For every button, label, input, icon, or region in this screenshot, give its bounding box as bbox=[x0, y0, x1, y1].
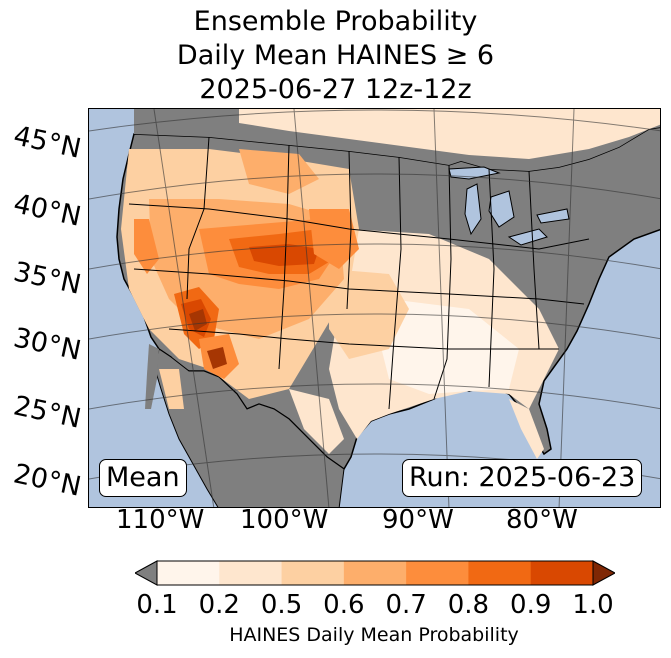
colorbar-cell bbox=[530, 561, 594, 585]
stat-label-box: Mean bbox=[99, 459, 187, 497]
lon-label-80w: 80°W bbox=[506, 505, 578, 535]
mexico-landmass bbox=[154, 348, 345, 507]
colorbar-outline bbox=[156, 560, 594, 586]
lat-label-45: 45°N bbox=[10, 120, 84, 165]
colorbar-tick-label: 0.6 bbox=[323, 590, 365, 620]
colorbar-cell bbox=[281, 561, 345, 585]
colorbar-tick-label: 0.5 bbox=[260, 590, 303, 620]
title-line-3: 2025-06-27 12z-12z bbox=[199, 74, 472, 105]
canada-probability-patch bbox=[239, 109, 660, 159]
colorbar-tick-label: 0.1 bbox=[136, 590, 178, 620]
colorbar bbox=[135, 560, 615, 586]
colorbar-under-arrow bbox=[135, 560, 158, 586]
lat-label-25: 25°N bbox=[10, 390, 84, 435]
colorbar-tick-label: 0.7 bbox=[385, 590, 427, 620]
run-label-box: Run: 2025-06-23 bbox=[402, 459, 643, 497]
map-canvas bbox=[89, 109, 660, 507]
colorbar-cell bbox=[406, 561, 469, 585]
colorbar-cell bbox=[343, 561, 407, 585]
lat-label-30: 30°N bbox=[10, 322, 84, 367]
lon-label-90w: 90°W bbox=[382, 505, 454, 535]
colorbar-cell bbox=[468, 561, 532, 585]
title-line-1: Ensemble Probability bbox=[193, 6, 478, 37]
lon-label-110w: 110°W bbox=[116, 505, 205, 535]
baja-peninsula bbox=[145, 344, 159, 409]
title-line-2: Daily Mean HAINES ≥ 6 bbox=[176, 40, 495, 71]
lat-label-20: 20°N bbox=[10, 458, 84, 503]
colorbar-cell bbox=[219, 561, 283, 585]
great-lakes bbox=[448, 166, 570, 246]
colorbar-cell bbox=[157, 561, 220, 585]
colorbar-tick-label: 1.0 bbox=[572, 590, 614, 620]
lat-label-40: 40°N bbox=[10, 188, 84, 233]
map-panel: Mean Run: 2025-06-23 bbox=[88, 108, 661, 508]
colorbar-tick-label: 0.9 bbox=[510, 590, 552, 620]
lat-label-35: 35°N bbox=[10, 256, 84, 301]
lon-label-100w: 100°W bbox=[240, 505, 329, 535]
colorbar-tick-label: 0.8 bbox=[447, 590, 490, 620]
state-borders bbox=[128, 136, 590, 410]
colorbar-tick-label: 0.2 bbox=[198, 590, 240, 620]
graticule bbox=[89, 109, 660, 507]
colorbar-over-arrow bbox=[592, 560, 615, 586]
colorbar-label: HAINES Daily Mean Probability bbox=[229, 624, 519, 646]
